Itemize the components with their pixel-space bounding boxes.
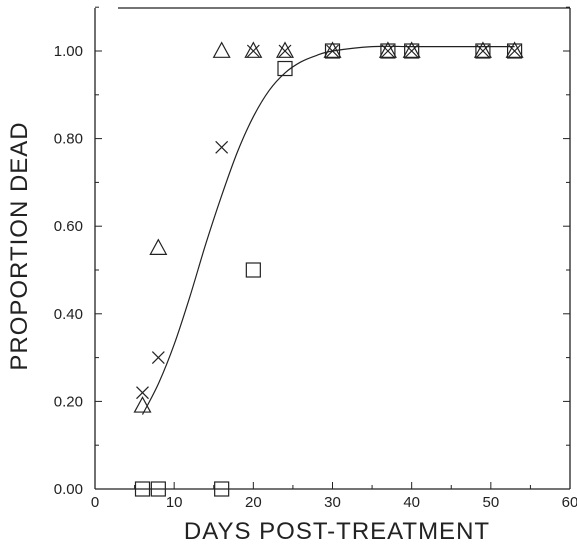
x-marker-stroke: [246, 44, 260, 58]
fitted-curve-layer: [141, 45, 515, 415]
square-marker: [214, 481, 230, 497]
x-tick-label: 10: [166, 494, 183, 511]
x-marker-stroke: [326, 44, 339, 58]
x-axis: 0 10 20 30 40 50 60: [91, 482, 577, 511]
x-tick-label: 40: [403, 494, 420, 511]
square-marker: [324, 43, 341, 59]
x-marker: [326, 44, 339, 58]
x-tick-label: 60: [562, 494, 577, 511]
data-points-layer: [133, 41, 524, 497]
x-marker-stroke: [508, 44, 522, 58]
x-marker-stroke: [476, 44, 490, 58]
x-marker: [476, 44, 490, 58]
x-tick-label: 50: [482, 494, 499, 511]
triangle-marker: [244, 41, 263, 58]
x-axis-title: DAYS POST-TREATMENT: [184, 518, 490, 545]
y-tick-label: 0.60: [54, 218, 83, 235]
square-marker: [404, 43, 420, 59]
x-tick-label: 20: [245, 494, 262, 511]
x-marker: [136, 386, 149, 400]
x-marker-stroke: [278, 44, 292, 58]
fitted-curve: [141, 45, 515, 415]
x-marker-stroke: [381, 44, 395, 58]
square-marker: [506, 43, 523, 59]
square-marker: [475, 43, 491, 59]
y-tick-label: 1.00: [54, 43, 83, 60]
x-marker: [151, 351, 165, 365]
plot-frame: [94, 7, 571, 490]
triangle-marker: [505, 41, 524, 58]
square-marker: [150, 481, 166, 497]
x-marker-stroke: [136, 386, 149, 400]
x-marker: [246, 44, 260, 58]
x-marker-stroke: [405, 44, 419, 58]
x-tick-label: 30: [324, 494, 341, 511]
y-axis-title: PROPORTION DEAD: [6, 121, 33, 370]
square-marker: [380, 43, 396, 59]
x-marker-stroke: [151, 351, 165, 365]
x-marker: [215, 140, 229, 154]
x-marker: [508, 44, 522, 58]
x-marker: [278, 44, 292, 58]
square-marker: [245, 262, 261, 278]
x-marker: [405, 44, 419, 58]
y-tick-label: 0.00: [54, 481, 83, 498]
y-tick-label: 0.40: [54, 306, 83, 323]
x-marker: [381, 44, 395, 58]
square-marker: [134, 481, 151, 497]
y-tick-label: 0.20: [54, 393, 83, 410]
triangle-marker: [378, 41, 397, 58]
y-tick-label: 0.80: [54, 131, 83, 148]
y-axis: 0.00 0.20 0.40 0.60 0.80 1.00: [54, 6, 570, 498]
triangle-marker: [323, 41, 342, 58]
x-marker-stroke: [215, 140, 229, 154]
triangle-marker: [275, 41, 295, 58]
triangle-marker: [402, 41, 421, 58]
x-tick-label: 0: [91, 494, 99, 511]
triangle-marker: [149, 238, 168, 255]
triangle-marker: [212, 41, 231, 58]
square-marker: [277, 60, 293, 77]
triangle-marker: [473, 41, 492, 58]
triangle-marker: [133, 396, 152, 413]
